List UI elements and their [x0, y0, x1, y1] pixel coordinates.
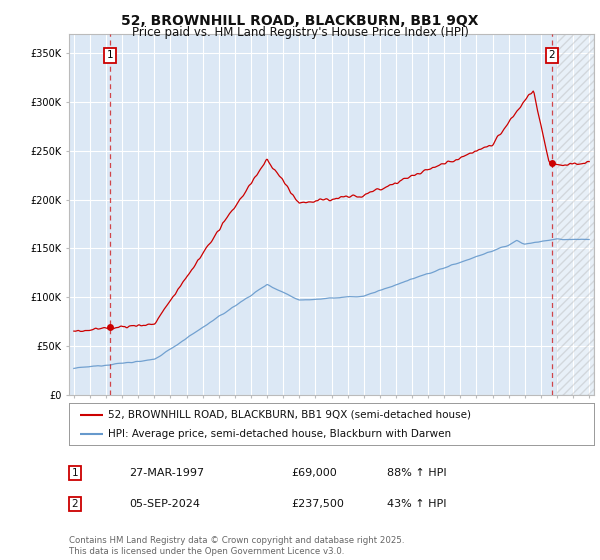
Text: 43% ↑ HPI: 43% ↑ HPI — [387, 499, 446, 509]
Text: 52, BROWNHILL ROAD, BLACKBURN, BB1 9QX (semi-detached house): 52, BROWNHILL ROAD, BLACKBURN, BB1 9QX (… — [109, 409, 472, 419]
Text: 2: 2 — [71, 499, 79, 509]
Text: Contains HM Land Registry data © Crown copyright and database right 2025.
This d: Contains HM Land Registry data © Crown c… — [69, 536, 404, 556]
Bar — [557, 34, 594, 395]
Text: 1: 1 — [106, 50, 113, 60]
Text: 52, BROWNHILL ROAD, BLACKBURN, BB1 9QX: 52, BROWNHILL ROAD, BLACKBURN, BB1 9QX — [121, 14, 479, 28]
Text: 1: 1 — [71, 468, 79, 478]
Text: £69,000: £69,000 — [291, 468, 337, 478]
Text: 05-SEP-2024: 05-SEP-2024 — [129, 499, 200, 509]
Text: HPI: Average price, semi-detached house, Blackburn with Darwen: HPI: Average price, semi-detached house,… — [109, 429, 452, 439]
Text: 2: 2 — [548, 50, 555, 60]
Text: 27-MAR-1997: 27-MAR-1997 — [129, 468, 204, 478]
Text: 88% ↑ HPI: 88% ↑ HPI — [387, 468, 446, 478]
Text: £237,500: £237,500 — [291, 499, 344, 509]
Text: Price paid vs. HM Land Registry's House Price Index (HPI): Price paid vs. HM Land Registry's House … — [131, 26, 469, 39]
